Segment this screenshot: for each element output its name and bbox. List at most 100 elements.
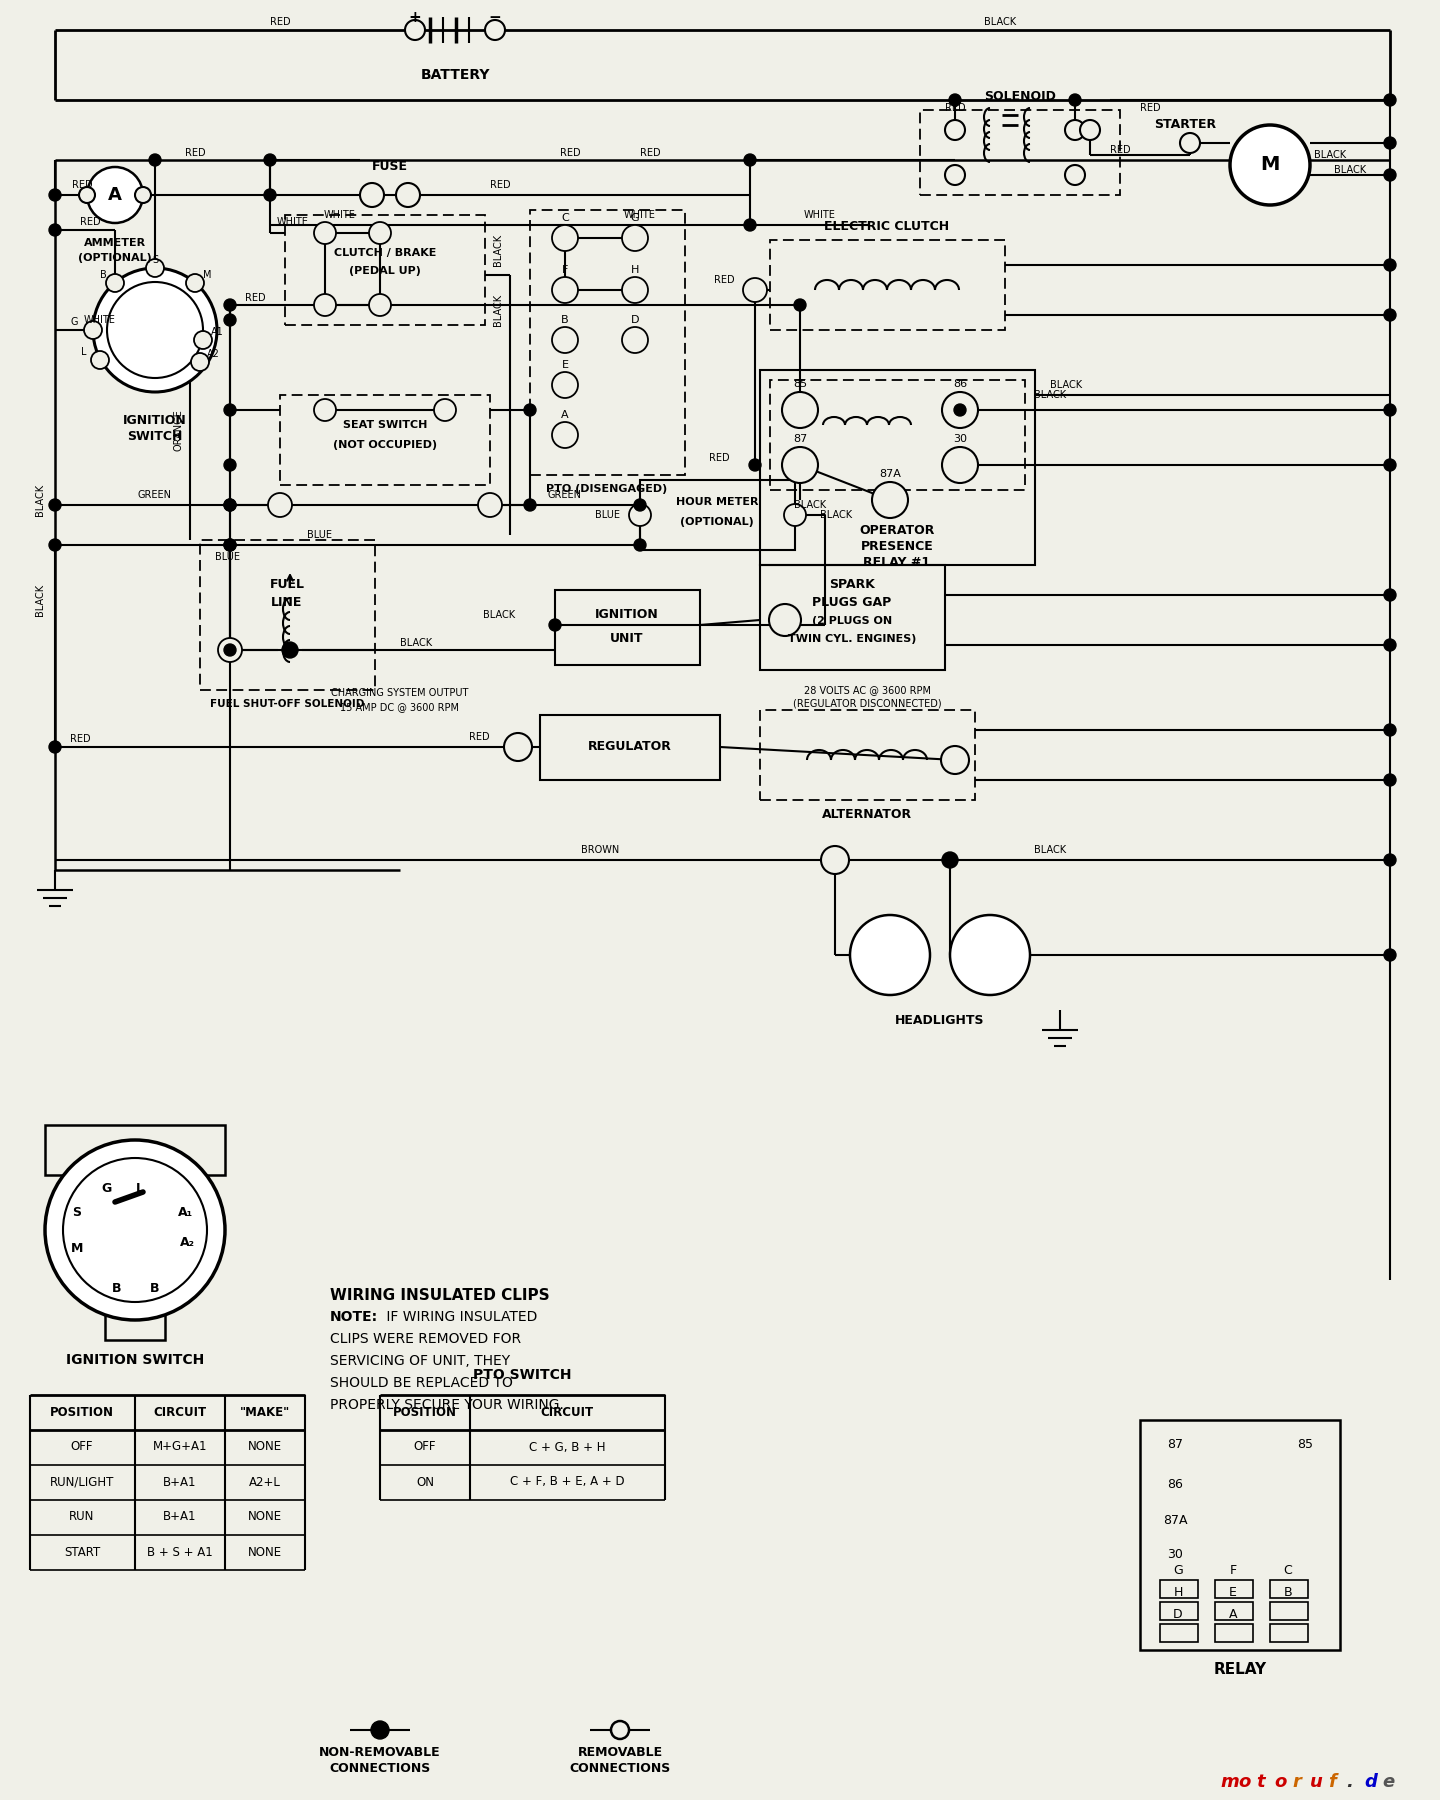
Text: BLACK: BLACK [1034, 391, 1066, 400]
Text: M: M [203, 270, 212, 281]
Circle shape [782, 446, 818, 482]
Circle shape [634, 538, 647, 551]
Circle shape [225, 499, 236, 511]
Text: ALTERNATOR: ALTERNATOR [822, 808, 912, 821]
Circle shape [1384, 589, 1395, 601]
Circle shape [1068, 94, 1081, 106]
Circle shape [1384, 403, 1395, 416]
Circle shape [433, 400, 456, 421]
Text: BLUE: BLUE [308, 529, 333, 540]
Circle shape [369, 221, 392, 245]
Text: FUEL SHUT-OFF SOLENOID: FUEL SHUT-OFF SOLENOID [210, 698, 364, 709]
Text: S: S [72, 1206, 82, 1219]
Bar [1270, 1624, 1308, 1642]
Text: B: B [150, 1282, 160, 1294]
Circle shape [264, 155, 276, 166]
Text: 28 VOLTS AC @ 3600 RPM: 28 VOLTS AC @ 3600 RPM [804, 686, 930, 695]
Circle shape [1179, 133, 1200, 153]
Text: G: G [1174, 1564, 1182, 1577]
Text: REMOVABLE: REMOVABLE [577, 1746, 662, 1759]
Text: f: f [1328, 1773, 1336, 1791]
Text: IGNITION: IGNITION [595, 608, 660, 621]
Text: M: M [71, 1242, 84, 1255]
Circle shape [622, 225, 648, 250]
Circle shape [135, 187, 151, 203]
Text: SHOULD BE REPLACED TO: SHOULD BE REPLACED TO [330, 1375, 513, 1390]
Circle shape [225, 644, 236, 655]
Text: B: B [562, 315, 569, 326]
Circle shape [1384, 724, 1395, 736]
Text: S: S [153, 256, 158, 265]
Text: OFF: OFF [413, 1440, 436, 1454]
Text: 85: 85 [793, 380, 806, 389]
Circle shape [225, 459, 236, 472]
Circle shape [629, 504, 651, 526]
Text: BLACK: BLACK [400, 637, 432, 648]
Text: E: E [1230, 1586, 1237, 1598]
Text: RED: RED [72, 180, 92, 191]
Text: WIRING INSULATED CLIPS: WIRING INSULATED CLIPS [330, 1287, 550, 1303]
Text: +: + [409, 9, 422, 25]
Text: D: D [1174, 1607, 1182, 1620]
Text: BLACK: BLACK [482, 610, 516, 619]
Circle shape [769, 605, 801, 635]
Circle shape [1384, 137, 1395, 149]
Text: m: m [1220, 1773, 1238, 1791]
Bar [1161, 1602, 1198, 1620]
Text: LINE: LINE [271, 596, 302, 610]
Text: RELAY #1: RELAY #1 [864, 556, 930, 569]
Bar [279, 394, 490, 484]
Circle shape [953, 403, 966, 416]
Text: RELAY: RELAY [1214, 1663, 1267, 1678]
Text: 15 AMP DC @ 3600 RPM: 15 AMP DC @ 3600 RPM [340, 702, 459, 713]
Text: (OPTIONAL): (OPTIONAL) [680, 517, 755, 527]
Circle shape [485, 20, 505, 40]
Text: 87: 87 [793, 434, 808, 445]
Circle shape [148, 155, 161, 166]
Text: B + S + A1: B + S + A1 [147, 1546, 213, 1559]
Circle shape [314, 400, 336, 421]
Text: M+G+A1: M+G+A1 [153, 1440, 207, 1454]
Circle shape [49, 538, 60, 551]
Circle shape [107, 283, 203, 378]
Text: A: A [108, 185, 122, 203]
Text: 86: 86 [953, 380, 968, 389]
Text: OFF: OFF [71, 1440, 94, 1454]
Circle shape [1066, 121, 1084, 140]
Text: SPARK: SPARK [829, 578, 876, 592]
Circle shape [186, 274, 204, 292]
Text: u: u [1310, 1773, 1323, 1791]
Circle shape [524, 499, 536, 511]
Bar [200, 540, 374, 689]
Text: WHITE: WHITE [276, 218, 308, 227]
Circle shape [225, 538, 236, 551]
Text: A: A [562, 410, 569, 419]
Circle shape [314, 293, 336, 317]
Text: SERVICING OF UNIT, THEY: SERVICING OF UNIT, THEY [330, 1354, 510, 1368]
Text: FUEL: FUEL [269, 578, 304, 592]
Circle shape [264, 189, 276, 202]
Text: B: B [99, 270, 107, 281]
Text: F: F [1230, 1564, 1237, 1577]
Bar [760, 565, 945, 670]
Text: CIRCUIT: CIRCUIT [154, 1406, 206, 1418]
Text: CLUTCH / BRAKE: CLUTCH / BRAKE [334, 248, 436, 257]
Text: PTO SWITCH: PTO SWITCH [472, 1368, 572, 1382]
Text: r: r [1292, 1773, 1300, 1791]
Text: PROPERLY SECURE YOUR WIRING.: PROPERLY SECURE YOUR WIRING. [330, 1399, 564, 1411]
Text: BLACK: BLACK [1313, 149, 1346, 160]
Text: (NOT OCCUPIED): (NOT OCCUPIED) [333, 439, 438, 450]
Text: BLACK: BLACK [1034, 844, 1066, 855]
Text: B: B [1283, 1586, 1292, 1598]
Text: H: H [1174, 1586, 1182, 1598]
Circle shape [91, 351, 109, 369]
Text: (OPTIONAL): (OPTIONAL) [78, 254, 151, 263]
Text: t: t [1256, 1773, 1264, 1791]
Circle shape [1384, 169, 1395, 182]
Circle shape [94, 268, 217, 392]
Circle shape [225, 499, 236, 511]
Text: G: G [102, 1181, 112, 1195]
Circle shape [552, 328, 577, 353]
Bar [1161, 1624, 1198, 1642]
Text: A2: A2 [207, 349, 220, 358]
